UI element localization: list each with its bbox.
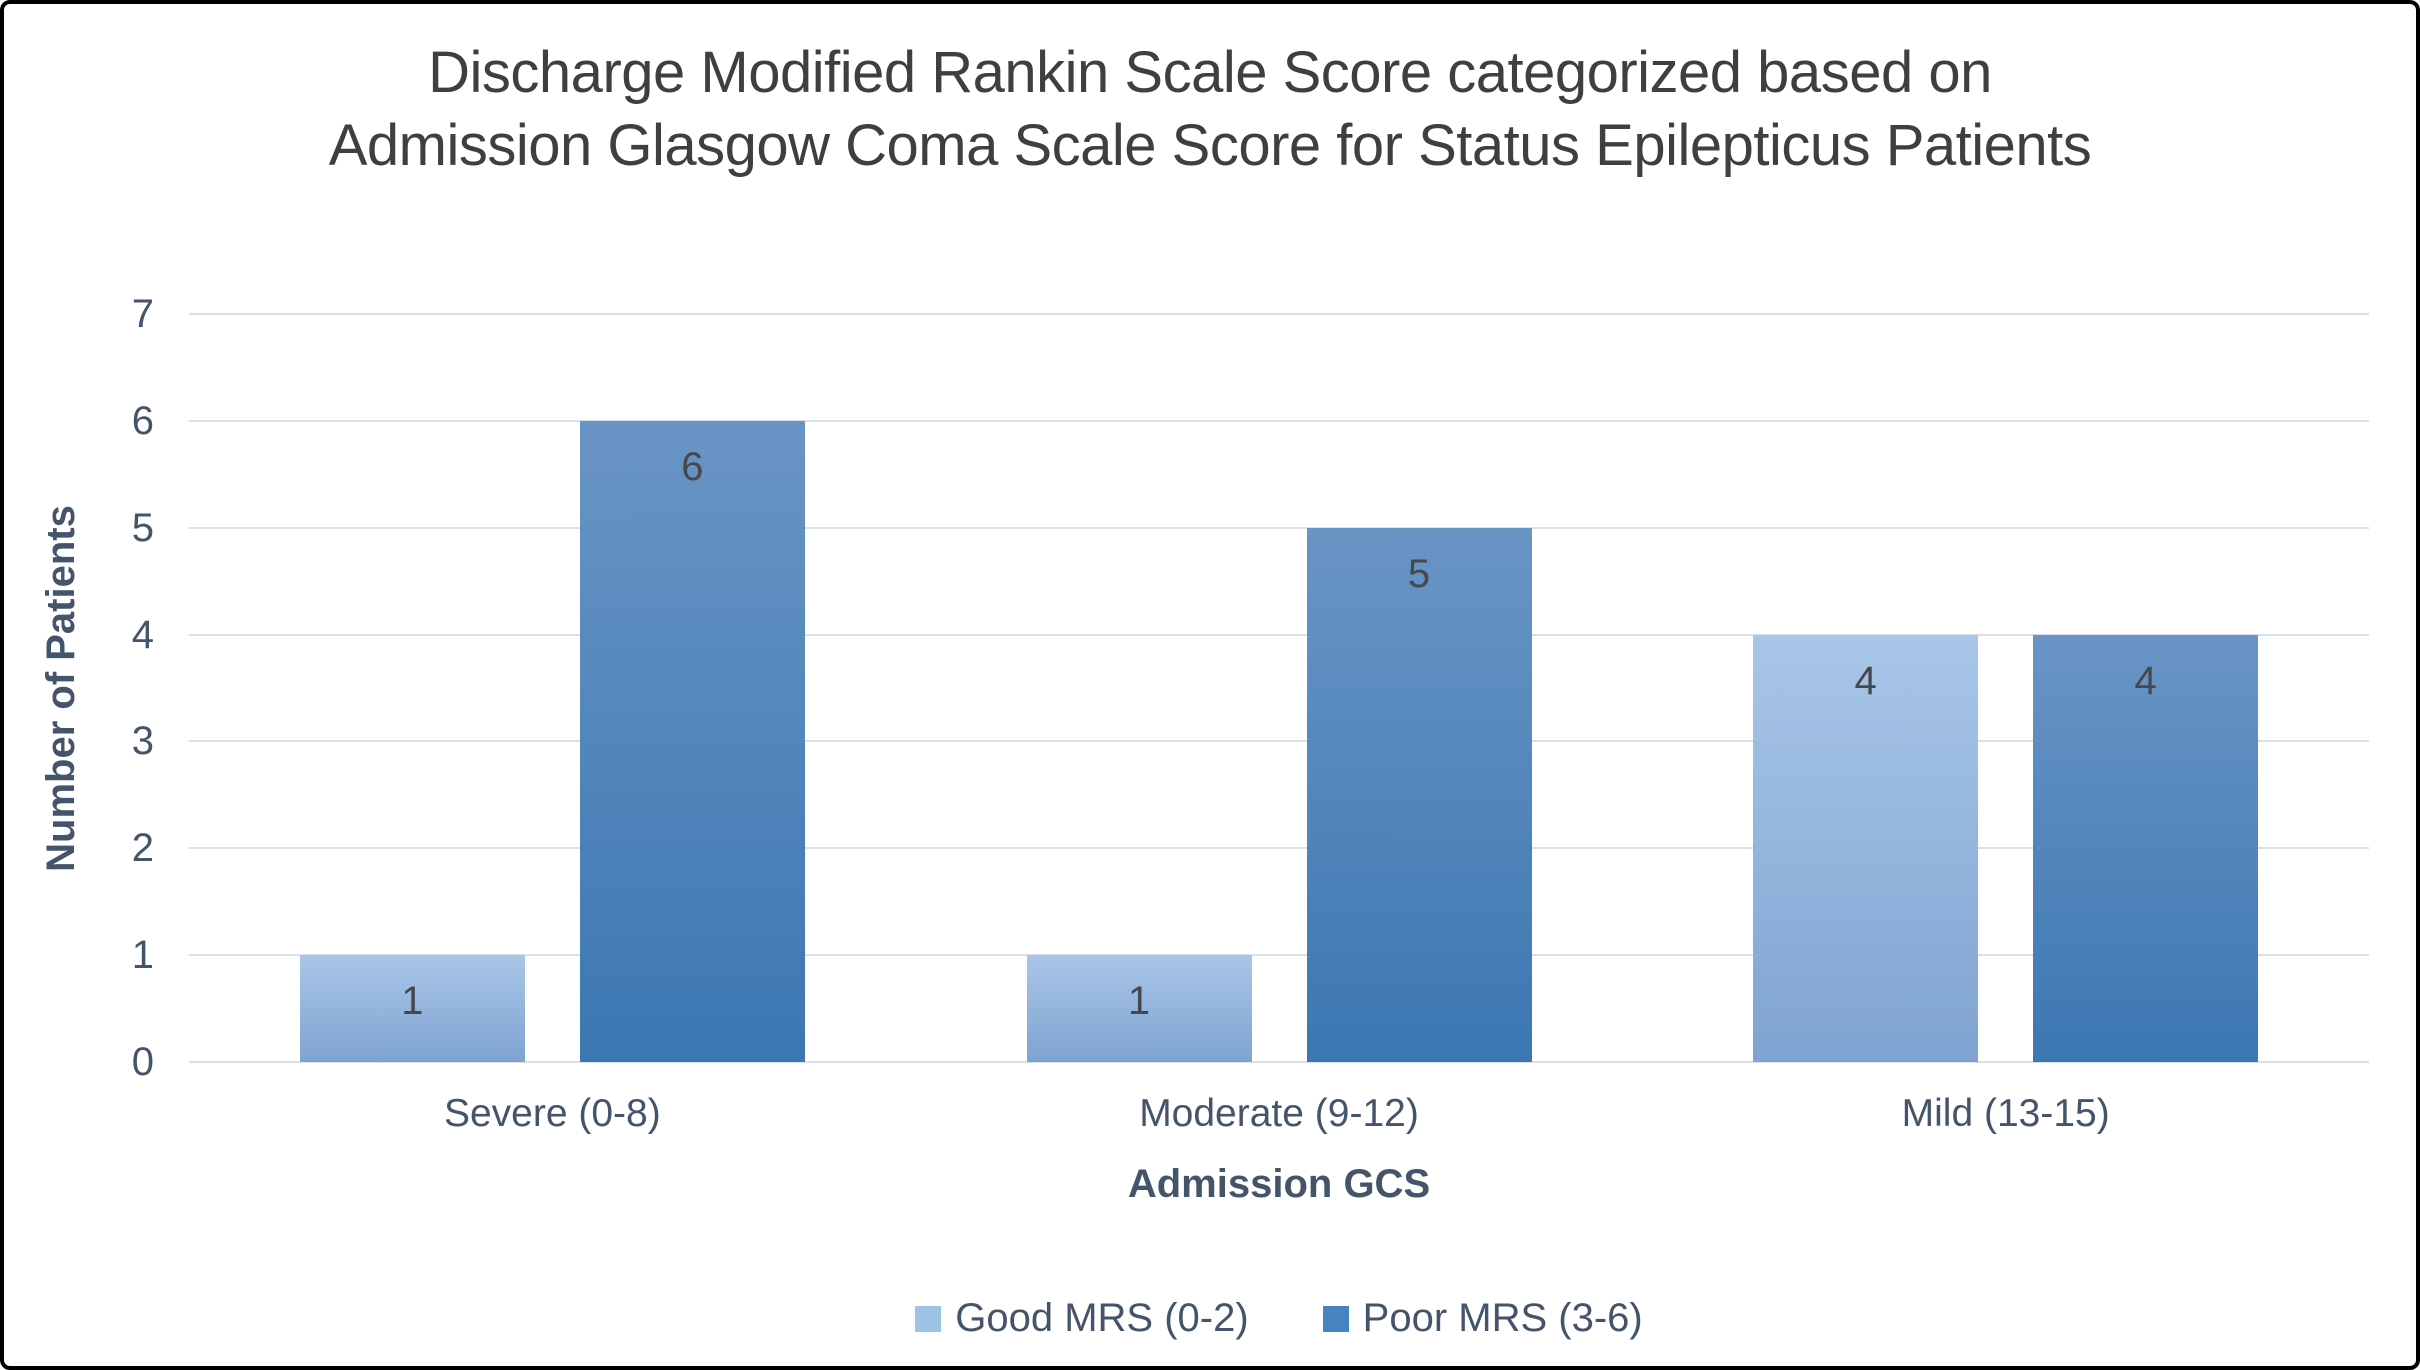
bar-data-label: 4 — [1854, 658, 1877, 703]
bar: 6 — [579, 420, 805, 1062]
bar-data-label: 1 — [401, 979, 424, 1024]
chart-title: Discharge Modified Rankin Scale Score ca… — [328, 40, 2092, 179]
bar: 1 — [299, 955, 525, 1062]
y-tick-label: 2 — [131, 826, 154, 871]
x-axis-title: Admission GCS — [1127, 1162, 1431, 1206]
y-tick-labels: 0 1 2 3 4 5 6 7 — [4, 292, 154, 1084]
bar: 4 — [2033, 634, 2259, 1062]
legend-label: Poor MRS (3-6) — [1362, 1296, 1643, 1340]
bar-data-label: 1 — [1127, 979, 1151, 1024]
y-tick-label: 3 — [131, 719, 154, 764]
bar: 5 — [1306, 527, 1532, 1062]
bar-data-label: 4 — [2134, 658, 2157, 703]
y-tick-label: 6 — [131, 398, 154, 443]
x-tick-label: Moderate (9-12) — [1139, 1092, 1419, 1135]
gridline — [189, 847, 2369, 850]
legend-swatch-icon — [1322, 1305, 1349, 1332]
y-tick-label: 7 — [131, 292, 154, 336]
bar-data-label: 6 — [681, 444, 704, 489]
y-tick-label: 1 — [131, 933, 154, 978]
bar: 1 — [1026, 955, 1252, 1062]
gridline — [189, 526, 2369, 529]
gridline — [189, 419, 2369, 422]
legend-label: Good MRS (0-2) — [955, 1296, 1249, 1340]
title-container: Discharge Modified Rankin Scale Score ca… — [4, 36, 2416, 182]
legend-item: Poor MRS (3-6) — [1322, 1296, 1643, 1341]
legend-swatch-icon — [915, 1305, 942, 1332]
bar-data-label: 5 — [1407, 551, 1431, 596]
gridline — [189, 954, 2369, 957]
y-tick-label: 4 — [131, 612, 154, 657]
gridline — [189, 1061, 2369, 1063]
gridline — [189, 633, 2369, 636]
x-tick-label: Mild (13-15) — [1901, 1092, 2110, 1135]
x-tick-label: Severe (0-8) — [443, 1092, 661, 1135]
gridline — [189, 740, 2369, 743]
x-tick-labels: Severe (0-8) Moderate (9-12) Mild (13-15) — [189, 1092, 2369, 1136]
legend: Good MRS (0-2) Poor MRS (3-6) — [189, 1296, 2369, 1341]
y-tick-label: 5 — [131, 505, 154, 550]
gridline — [189, 313, 2369, 315]
y-tick-label: 0 — [131, 1040, 154, 1084]
bar: 4 — [1753, 634, 1979, 1062]
legend-item: Good MRS (0-2) — [915, 1296, 1249, 1341]
